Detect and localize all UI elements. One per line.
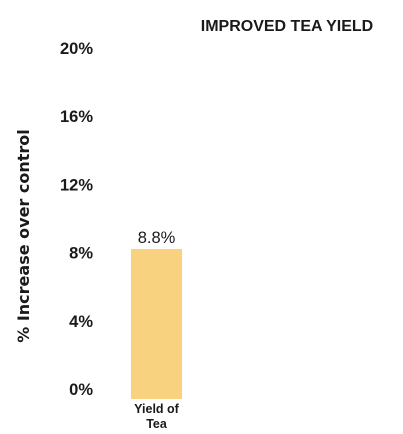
y-axis-label: % Increase over control (14, 129, 33, 343)
data-labels: 8.8% (138, 229, 176, 247)
y-tick-label: 16% (60, 108, 93, 126)
y-tick-label: 8% (69, 245, 93, 263)
y-axis-ticks: 0% 4% 8% 12% 16% 20% (60, 40, 93, 399)
bars (131, 248, 182, 399)
x-category-label: Yield of (134, 402, 180, 416)
bar (131, 248, 182, 399)
y-tick-label: 4% (69, 313, 93, 331)
y-tick-label: 20% (60, 40, 93, 58)
y-tick-label: 0% (69, 381, 93, 399)
bar-value-label: 8.8% (138, 229, 176, 247)
y-tick-label: 12% (60, 176, 93, 194)
chart-title: IMPROVED TEA YIELD (201, 18, 373, 35)
x-category-label: Tea (146, 417, 168, 431)
